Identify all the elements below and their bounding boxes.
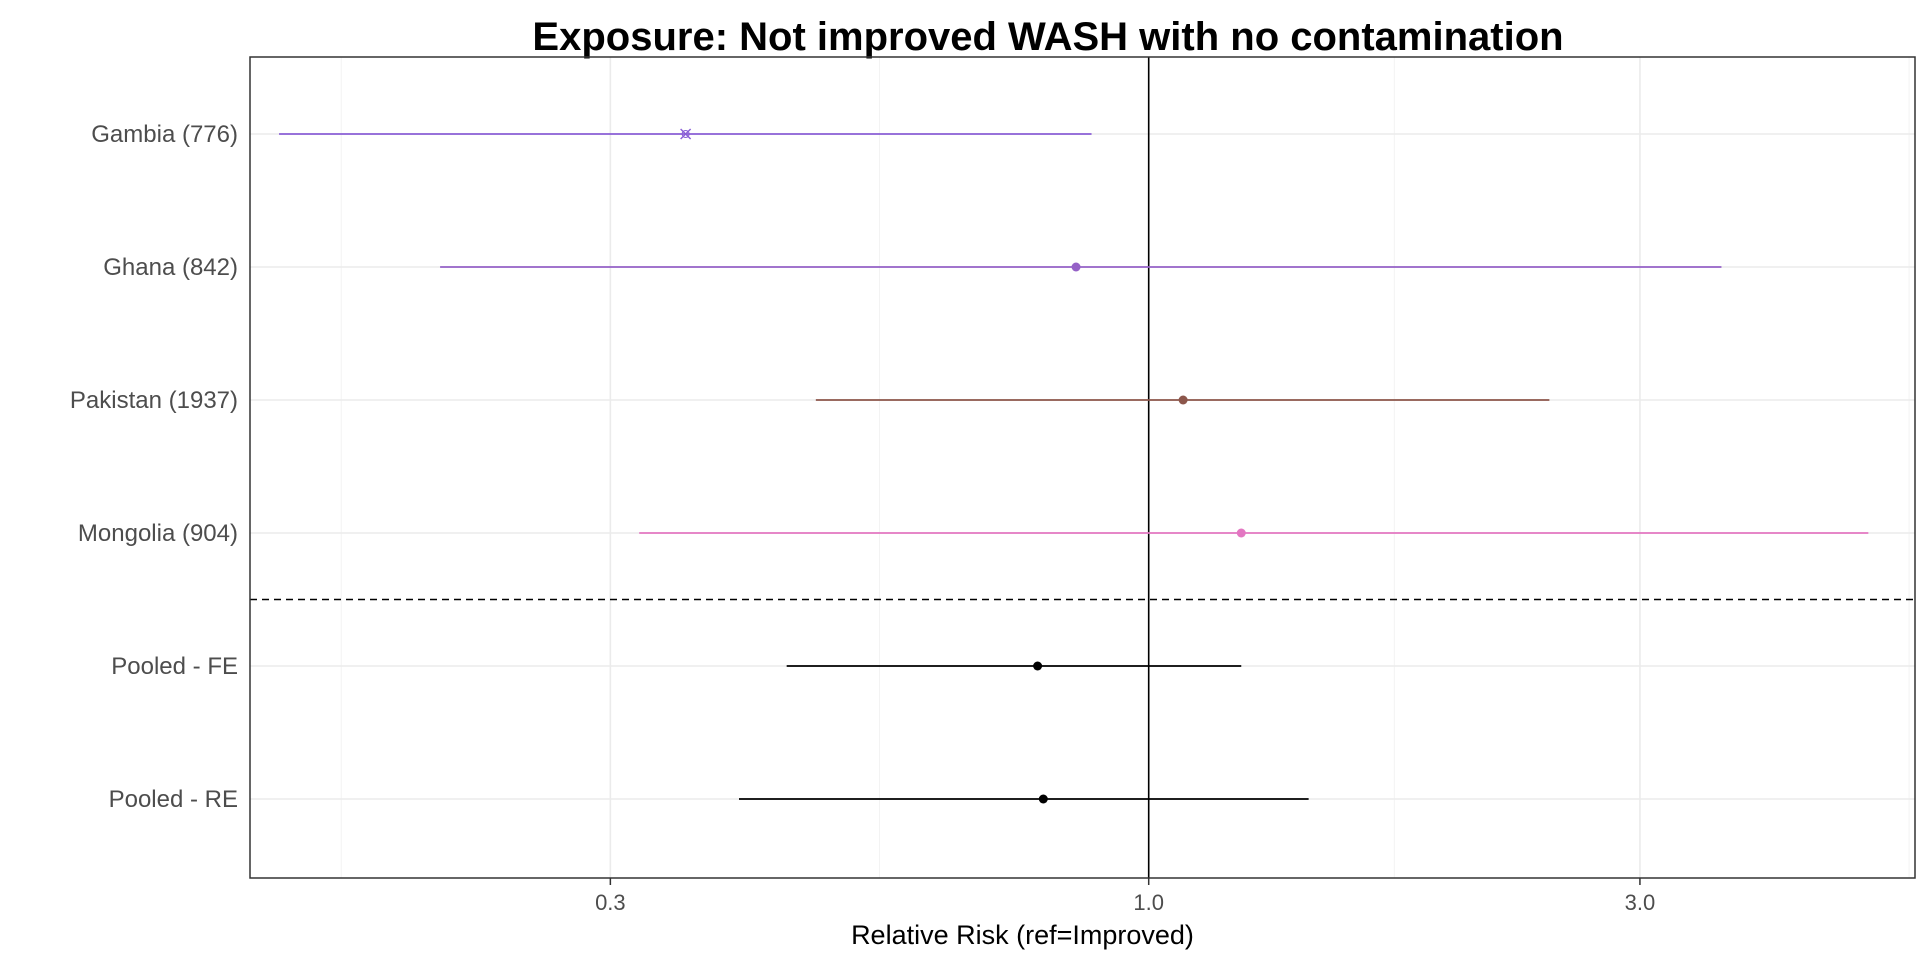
- x-axis-title: Relative Risk (ref=Improved): [851, 920, 1194, 950]
- forest-row: [440, 262, 1722, 272]
- row-label: Pooled - RE: [109, 786, 238, 813]
- forest-row: [815, 395, 1550, 405]
- row-label: Pakistan (1937): [70, 387, 238, 414]
- estimate-marker: [681, 130, 690, 138]
- forest-row: [639, 528, 1869, 538]
- x-tick-label: 3.0: [1625, 890, 1656, 915]
- forest-row: [738, 794, 1309, 804]
- grid-lines: [250, 57, 1915, 878]
- estimate-point: [1033, 661, 1043, 671]
- estimate-point: [1038, 794, 1048, 804]
- estimate-marker: [680, 128, 692, 140]
- estimate-point: [1178, 395, 1188, 405]
- row-label: Pooled - FE: [111, 653, 238, 680]
- row-labels: Gambia (776) Ghana (842) Pakistan (1937) Mo…: [70, 121, 238, 813]
- forest-row: [786, 661, 1242, 671]
- x-axis-ticks: 0.3 1.0 3.0: [595, 878, 1655, 915]
- row-label: Mongolia (904): [78, 520, 238, 547]
- forest-rows: [279, 128, 1869, 804]
- x-tick-label: 0.3: [595, 890, 626, 915]
- row-label: Gambia (776): [91, 121, 238, 148]
- estimate-point: [1071, 262, 1081, 272]
- reference-line-group: [250, 57, 1915, 878]
- x-tick-label: 1.0: [1133, 890, 1164, 915]
- row-label: Ghana (842): [103, 254, 238, 281]
- chart-title: Exposure: Not improved WASH with no cont…: [532, 15, 1563, 59]
- plot-panel-border: [249, 56, 1916, 879]
- forest-row: [279, 128, 1092, 140]
- estimate-point: [1236, 528, 1246, 538]
